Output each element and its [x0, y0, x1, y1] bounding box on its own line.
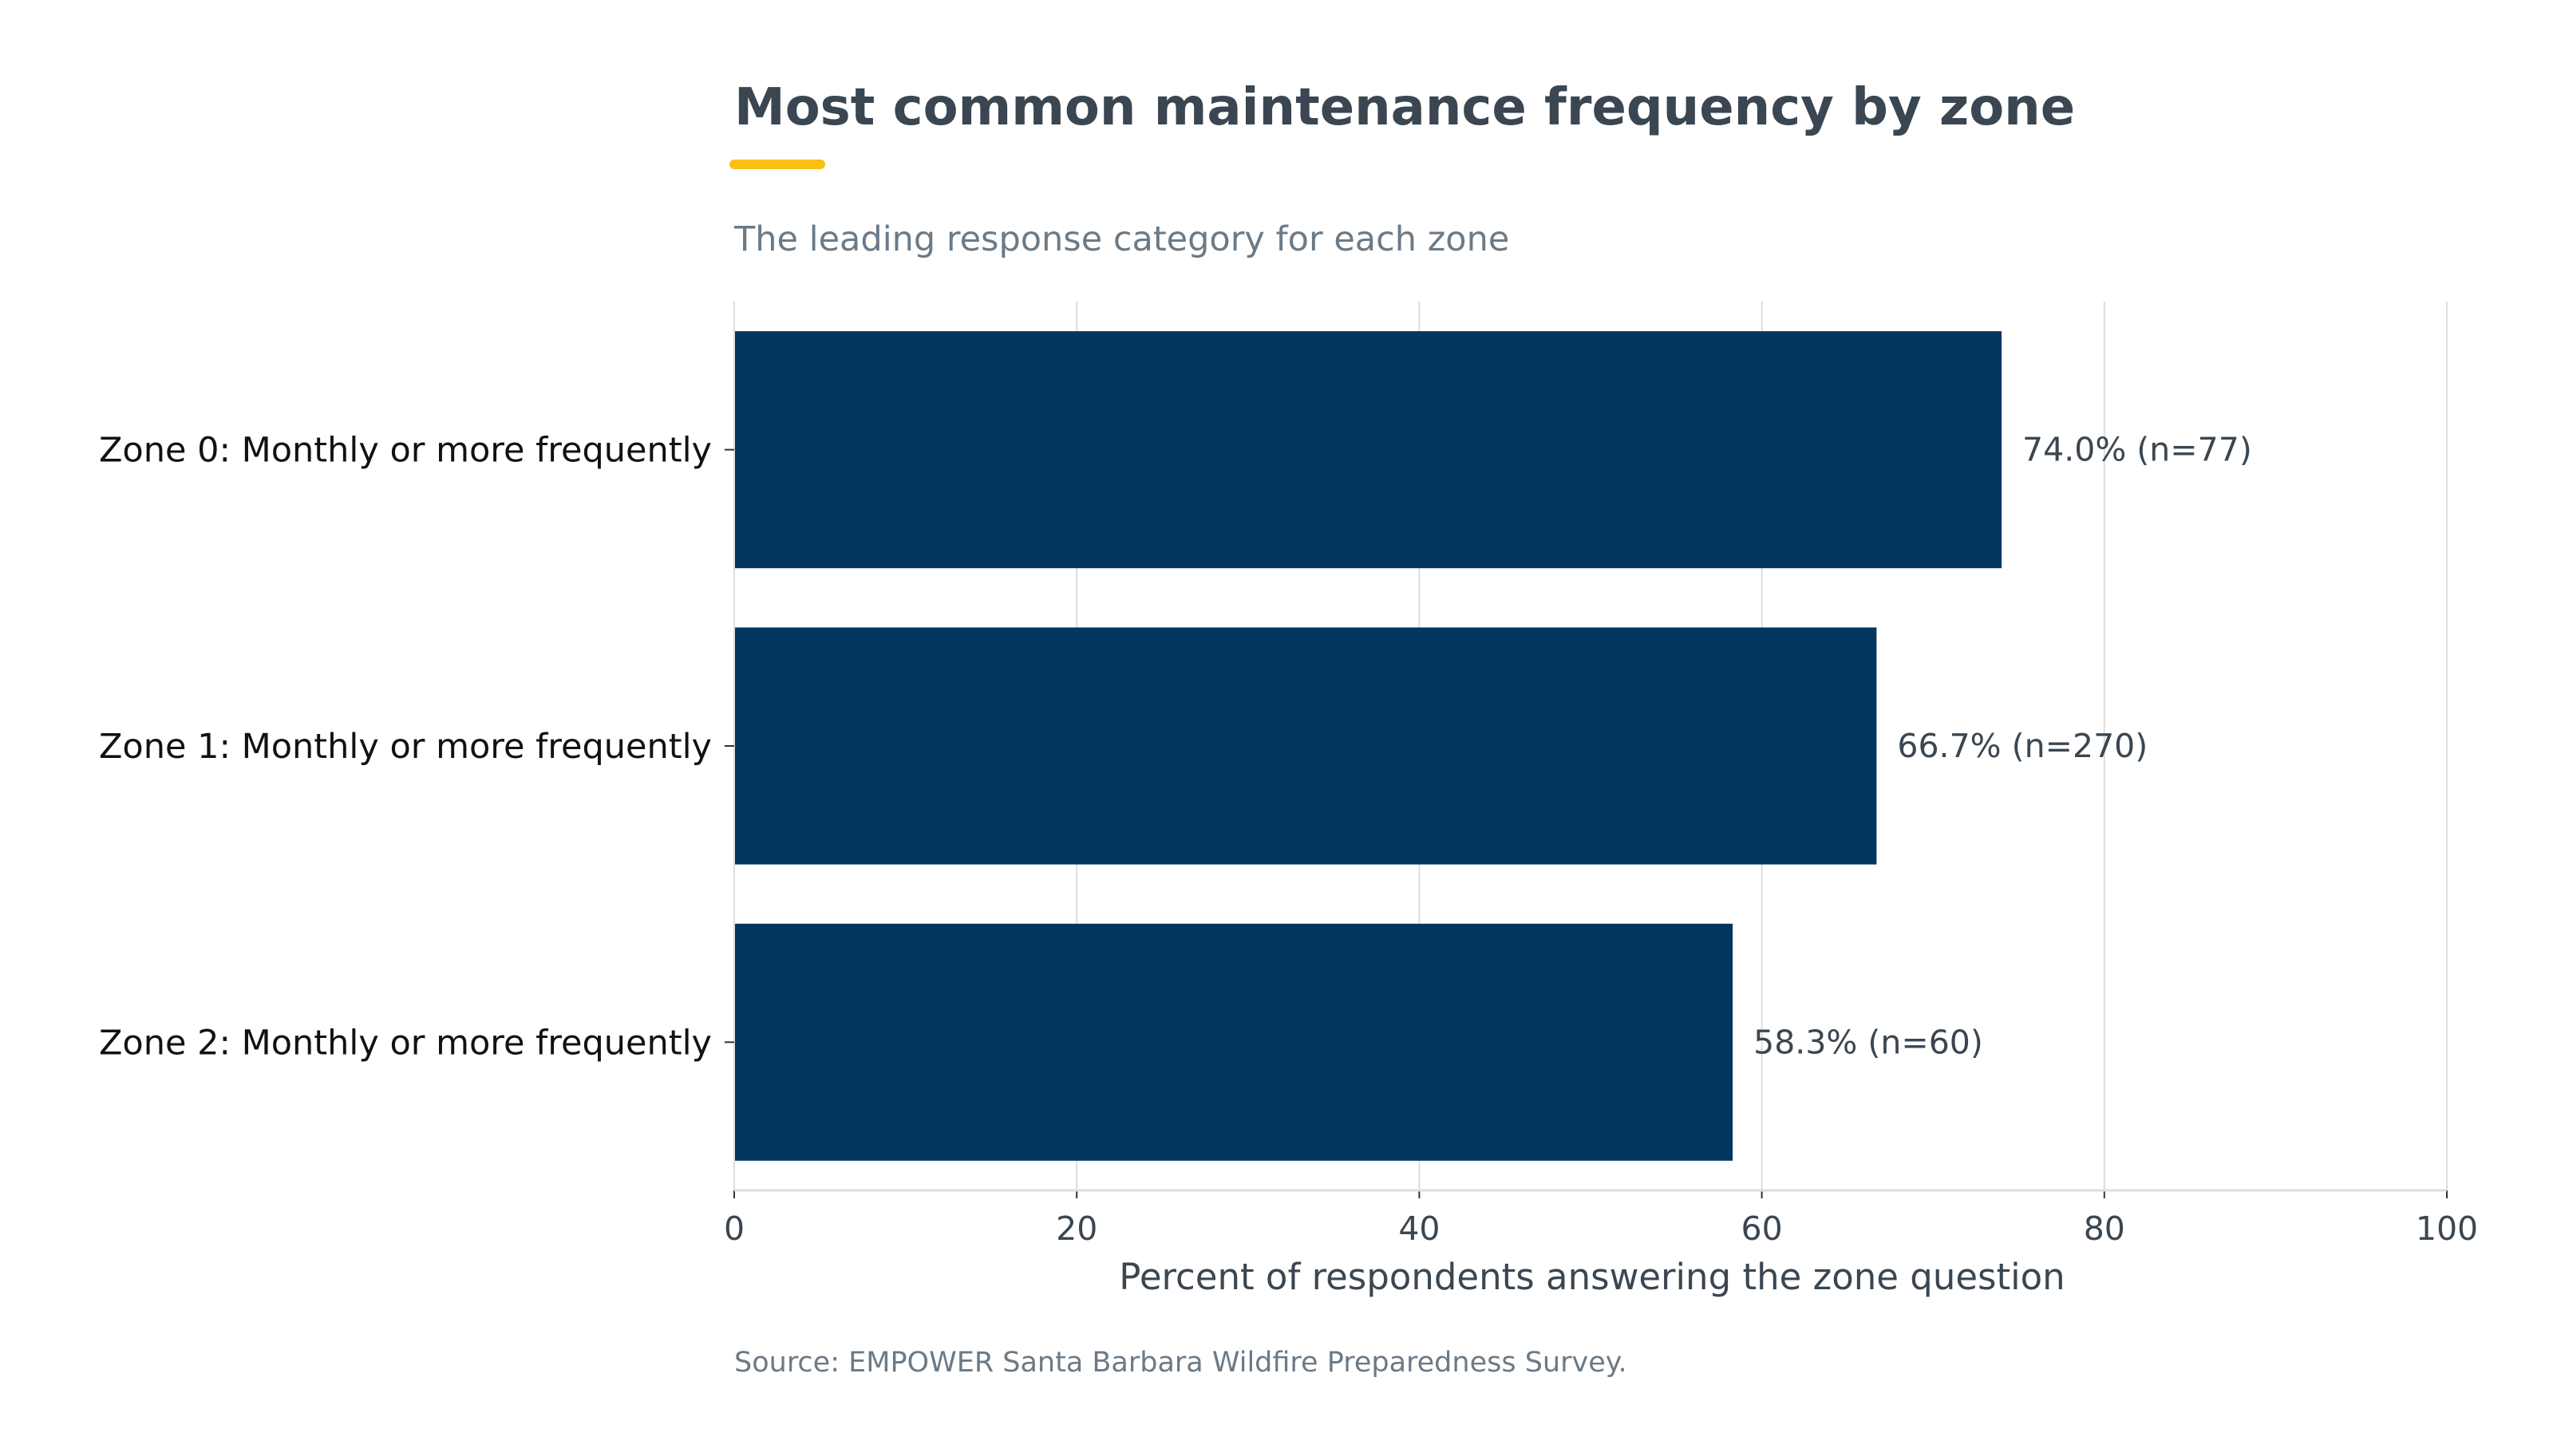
x-tick-label-20: 20	[1056, 1209, 1097, 1248]
x-tick-label-0: 0	[724, 1209, 745, 1248]
category-label-1: Zone 1: Monthly or more frequently	[99, 727, 712, 767]
bar-zone-2	[734, 923, 1733, 1161]
chart-title: Most common maintenance frequency by zon…	[734, 78, 2075, 137]
bar-zone-0	[734, 331, 2002, 569]
category-label-2: Zone 2: Monthly or more frequently	[99, 1023, 712, 1063]
title-accent-underline	[729, 160, 825, 169]
bar-zone-1	[734, 627, 1877, 865]
category-labels: Zone 0: Monthly or more frequently Zone 1…	[99, 431, 712, 1063]
value-label-0: 74.0% (n=77)	[2022, 431, 2252, 469]
value-label-1: 66.7% (n=270)	[1897, 727, 2148, 765]
category-label-0: Zone 0: Monthly or more frequently	[99, 431, 712, 471]
value-label-2: 58.3% (n=60)	[1753, 1023, 1983, 1061]
x-axis-label: Percent of respondents answering the zon…	[1119, 1256, 2065, 1298]
x-tick-label-100: 100	[2416, 1209, 2478, 1248]
x-tick-label-60: 60	[1741, 1209, 1783, 1248]
x-tick-label-40: 40	[1398, 1209, 1440, 1248]
bars	[734, 331, 2002, 1161]
source-note: Source: EMPOWER Santa Barbara Wildfire P…	[734, 1347, 1627, 1379]
chart-subtitle: The leading response category for each z…	[733, 219, 1509, 259]
value-labels: 74.0% (n=77) 66.7% (n=270) 58.3% (n=60)	[1753, 431, 2252, 1062]
x-tick-label-80: 80	[2084, 1209, 2125, 1248]
x-axis: 0 20 40 60 80 100	[724, 302, 2478, 1248]
